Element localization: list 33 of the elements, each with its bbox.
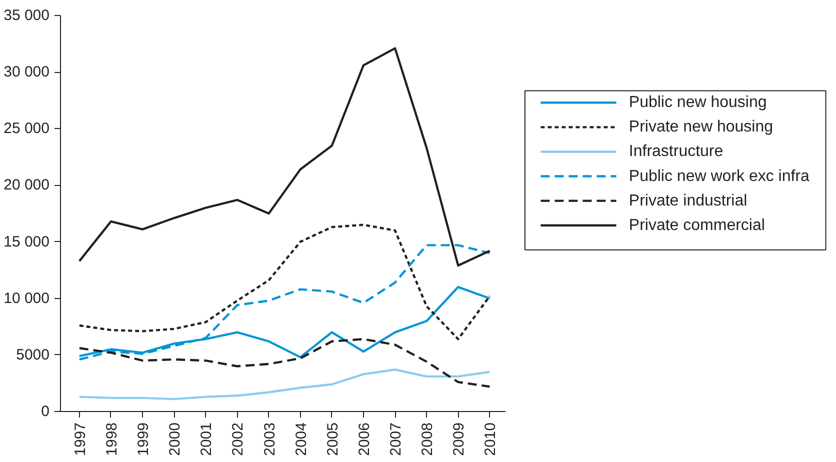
line-series — [78, 338, 491, 388]
y-tick-label: 30 000 — [4, 64, 50, 81]
x-tick-label: 2003 — [261, 422, 278, 456]
line-series — [78, 244, 491, 361]
x-tick-label: 2009 — [450, 422, 468, 456]
legend-label: Public new work exc infra — [628, 168, 810, 185]
legend-label: Infrastructure — [628, 143, 724, 160]
legend-label: Private commercial — [628, 216, 765, 234]
x-tick-label: 1999 — [135, 422, 152, 456]
x-tick-label: 2001 — [198, 422, 216, 456]
x-tick-label: 2002 — [230, 422, 247, 456]
legend-label: Private industrial — [628, 192, 748, 210]
x-tick-label: 2007 — [388, 422, 405, 456]
y-tick-label: 0 — [41, 403, 50, 420]
line-series — [78, 47, 491, 267]
y-tick-label: 20 000 — [4, 176, 50, 194]
x-tick-label: 2004 — [292, 422, 310, 456]
y-tick-label: 10 000 — [4, 290, 50, 307]
legend-label: Public new housing — [628, 94, 767, 112]
x-tick-label: 1998 — [103, 422, 120, 456]
x-tick-label: 2010 — [482, 422, 500, 456]
legend-label: Private new housing — [628, 118, 773, 136]
line-series — [78, 224, 491, 340]
line-series — [78, 368, 491, 400]
y-tick-label: 15 000 — [4, 233, 50, 250]
x-tick-label: 2006 — [356, 422, 373, 456]
y-tick-label: 25 000 — [4, 120, 50, 138]
y-tick-label: 5000 — [16, 346, 50, 364]
x-tick-label: 2005 — [324, 422, 342, 456]
x-tick-label: 2000 — [166, 422, 184, 456]
y-tick-label: 35 000 — [4, 7, 50, 24]
x-tick-label: 2008 — [419, 422, 436, 456]
x-tick-label: 1997 — [72, 422, 89, 456]
